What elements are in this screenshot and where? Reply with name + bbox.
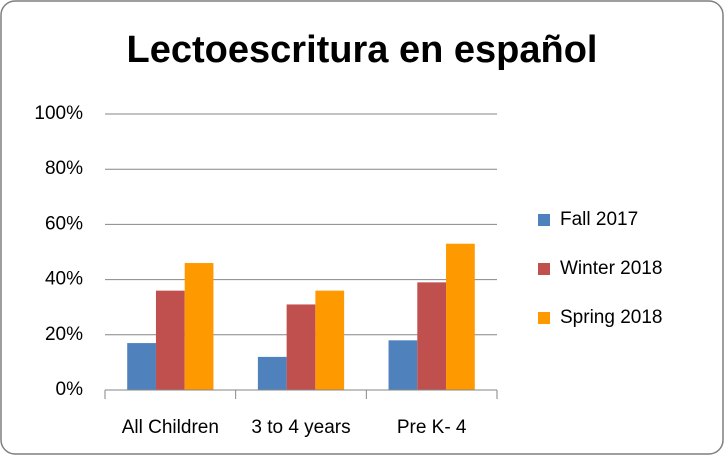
bar [155, 290, 185, 390]
y-tick-label: 80% [45, 158, 83, 179]
x-tick-label: All Children [122, 417, 219, 438]
y-tick-label: 100% [34, 103, 83, 124]
legend-swatch [538, 263, 550, 275]
bar [127, 343, 156, 390]
legend-label: Spring 2018 [560, 307, 662, 328]
bar [446, 243, 475, 390]
bar [388, 340, 418, 390]
legend-label: Winter 2018 [560, 258, 662, 279]
legend-swatch [538, 214, 550, 226]
y-tick-label: 40% [45, 269, 83, 290]
bar [315, 290, 345, 390]
legend-swatch [538, 312, 550, 324]
y-tick-label: 60% [45, 213, 83, 234]
y-tick-label: 0% [56, 379, 84, 400]
bar [184, 263, 214, 390]
chart-title: Lectoescritura en español [127, 29, 598, 71]
legend-label: Fall 2017 [560, 209, 638, 230]
bar [417, 282, 447, 390]
y-tick-label: 20% [45, 324, 83, 345]
x-tick-label: Pre K- 4 [397, 417, 467, 438]
bar [286, 304, 316, 390]
x-tick-label: 3 to 4 years [251, 417, 350, 438]
bar [257, 356, 287, 390]
